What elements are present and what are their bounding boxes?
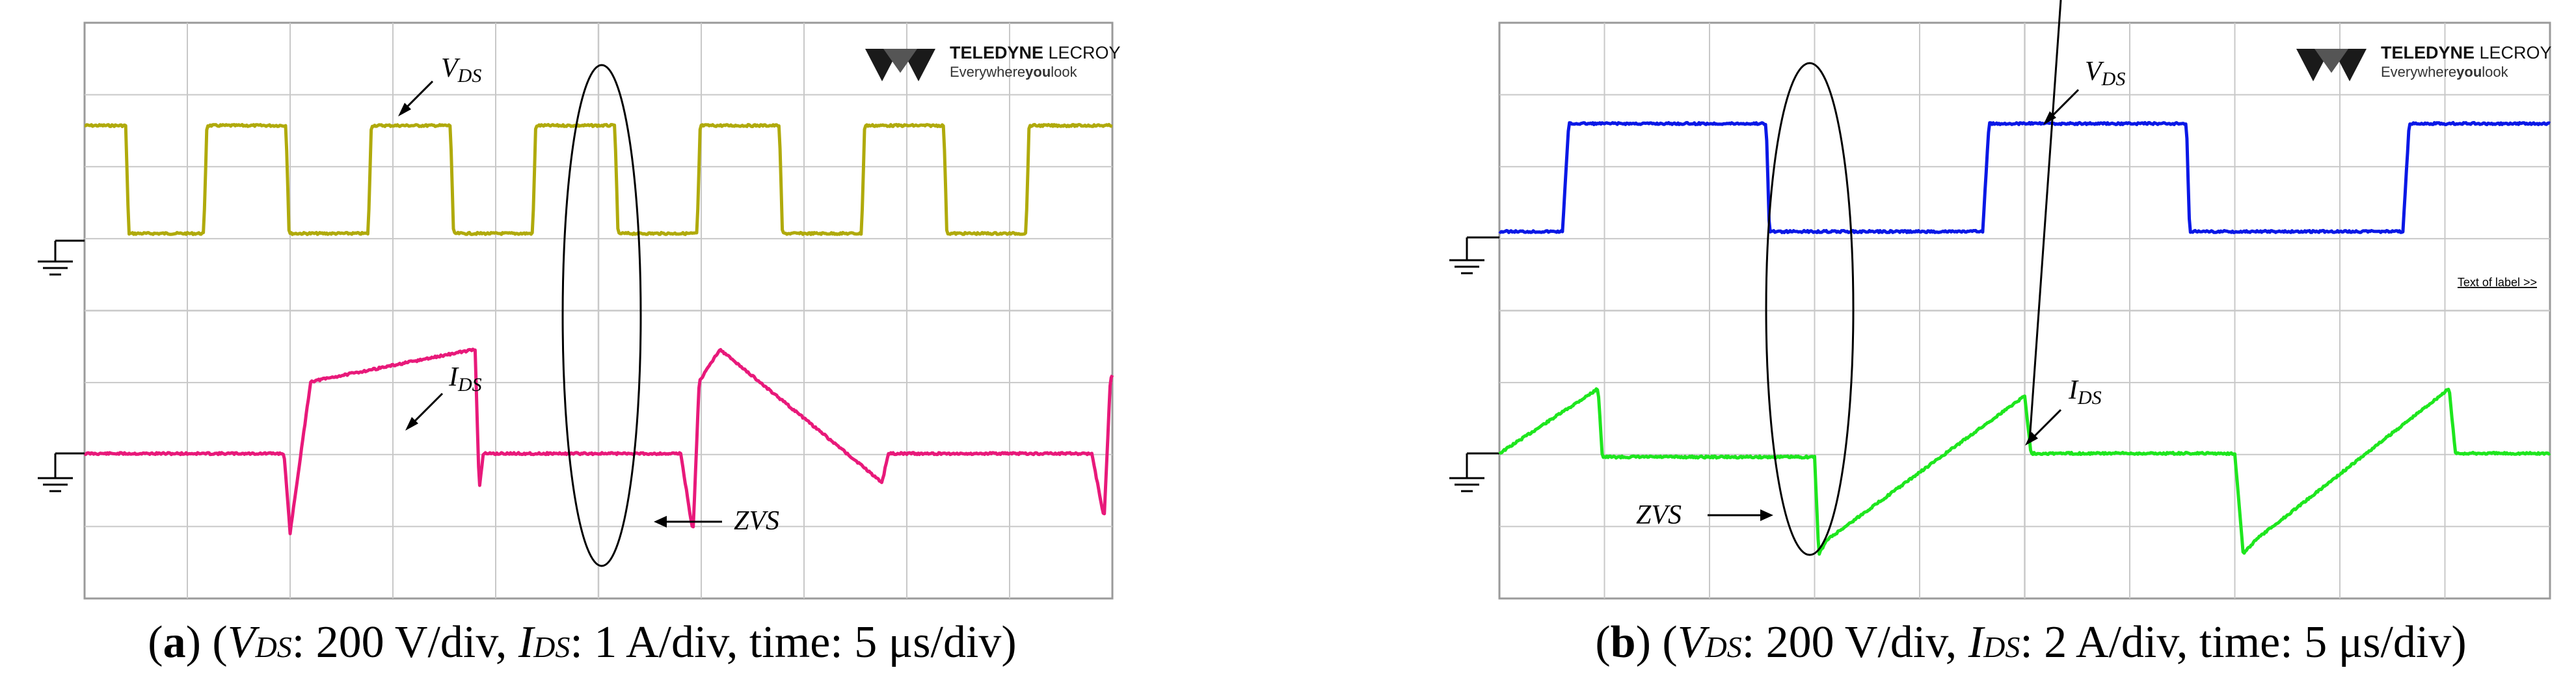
svg-text:VDS: VDS [441, 53, 481, 87]
caption-b: (b) (VDS: 200 V/div, IDS: 2 A/div, time:… [1595, 617, 2466, 667]
vds-trace-a [84, 123, 1113, 236]
teledyne-logo-a: TELEDYNE LECROY Everywhereyoulook [865, 43, 1121, 81]
vds-trace-b [1498, 121, 2551, 234]
ground-marker-ch1-b [1449, 236, 1499, 275]
ids-annotation-b: IDS [2025, 0, 2102, 446]
ground-marker-ch2-b [1449, 452, 1499, 492]
text-of-label-link[interactable]: Text of label >> [2458, 276, 2537, 289]
panel-a: TELEDYNE LECROY Everywhereyoulook VDS ID… [38, 21, 1121, 667]
caption-label: b [1611, 617, 1636, 667]
svg-text:VDS: VDS [2085, 57, 2125, 90]
caption-label: a [163, 617, 186, 667]
ids-trace-a [83, 347, 1114, 535]
zvs-annotation-b: ZVS [1636, 500, 1773, 530]
panel-b: TELEDYNE LECROY Everywhereyoulook Text o… [1449, 0, 2552, 667]
zvs-ellipse-b [1765, 62, 1855, 556]
teledyne-logo-b: TELEDYNE LECROY Everywhereyoulook [2296, 43, 2552, 81]
arrowhead-icon [405, 417, 418, 431]
arrowhead-icon [2025, 432, 2038, 446]
teledyne-emblem-icon [2296, 49, 2367, 81]
vds-annotation-a: VDS [398, 53, 481, 116]
teledyne-emblem-icon [865, 49, 935, 81]
grid-a [85, 23, 1112, 598]
ground-marker-ch1-a [38, 239, 85, 276]
grid-b [1499, 23, 2550, 598]
zvs-annotation-a: ZVS [654, 506, 779, 536]
svg-text:ZVS: ZVS [734, 506, 779, 536]
svg-text:IDS: IDS [2068, 375, 2102, 409]
svg-text:ZVS: ZVS [1636, 500, 1682, 530]
ids-trace-b [1498, 387, 2551, 556]
logo-brand: TELEDYNE LECROY [950, 43, 1121, 62]
arrowhead-icon [398, 103, 411, 116]
svg-text:IDS: IDS [448, 362, 482, 396]
zvs-ellipse-a [561, 64, 642, 567]
ids-annotation-a: IDS [405, 362, 482, 431]
logo-brand: TELEDYNE LECROY [2381, 43, 2552, 62]
logo-tagline: Everywhereyoulook [2381, 64, 2509, 80]
caption-a: (a) (VDS: 200 V/div, IDS: 1 A/div, time:… [148, 617, 1016, 667]
arrowhead-icon [654, 516, 667, 528]
logo-tagline: Everywhereyoulook [950, 64, 1078, 80]
arrowhead-icon [1760, 509, 1773, 521]
ground-marker-ch2-a [38, 452, 85, 492]
